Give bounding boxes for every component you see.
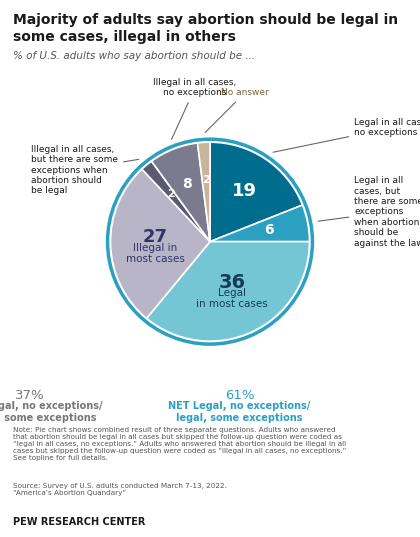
Text: 6: 6 — [264, 223, 273, 237]
Text: NET Legal, no exceptions/
legal, some exceptions: NET Legal, no exceptions/ legal, some ex… — [168, 401, 310, 423]
Wedge shape — [110, 169, 210, 318]
Text: 2: 2 — [202, 175, 210, 185]
Text: 8: 8 — [182, 177, 192, 191]
Text: 27: 27 — [143, 228, 168, 246]
Text: Illegal in all cases,
but there are some
exceptions when
abortion should
be lega: Illegal in all cases, but there are some… — [31, 145, 139, 195]
Text: 36: 36 — [218, 273, 246, 292]
Text: Note: Pie chart shows combined result of three separate questions. Adults who an: Note: Pie chart shows combined result of… — [13, 427, 346, 461]
Wedge shape — [142, 161, 210, 242]
Text: 61%: 61% — [225, 389, 254, 402]
Text: Illegal in
most cases: Illegal in most cases — [126, 243, 185, 264]
Text: No answer: No answer — [205, 89, 269, 133]
Wedge shape — [210, 142, 302, 242]
Text: Illegal in all cases,
no exceptions: Illegal in all cases, no exceptions — [153, 78, 237, 139]
Wedge shape — [197, 142, 210, 242]
Text: 37%: 37% — [15, 389, 44, 402]
Text: Legal in all cases,
no exceptions: Legal in all cases, no exceptions — [273, 118, 420, 152]
Text: Majority of adults say abortion should be legal in
some cases, illegal in others: Majority of adults say abortion should b… — [13, 13, 398, 43]
Text: 2: 2 — [167, 189, 175, 199]
Wedge shape — [210, 205, 310, 242]
Wedge shape — [147, 242, 310, 341]
Wedge shape — [152, 143, 210, 242]
Text: 19: 19 — [232, 182, 257, 200]
Text: Legal
in most cases: Legal in most cases — [196, 288, 268, 309]
Text: Source: Survey of U.S. adults conducted March 7-13, 2022.
“America’s Abortion Qu: Source: Survey of U.S. adults conducted … — [13, 483, 226, 496]
Text: % of U.S. adults who say abortion should be ...: % of U.S. adults who say abortion should… — [13, 51, 255, 61]
Text: PEW RESEARCH CENTER: PEW RESEARCH CENTER — [13, 517, 145, 527]
Text: Legal in all
cases, but
there are some
exceptions
when abortion
should be
agains: Legal in all cases, but there are some e… — [318, 176, 420, 248]
Text: NET Illegal, no exceptions/
illegal, some exceptions: NET Illegal, no exceptions/ illegal, som… — [0, 401, 102, 423]
